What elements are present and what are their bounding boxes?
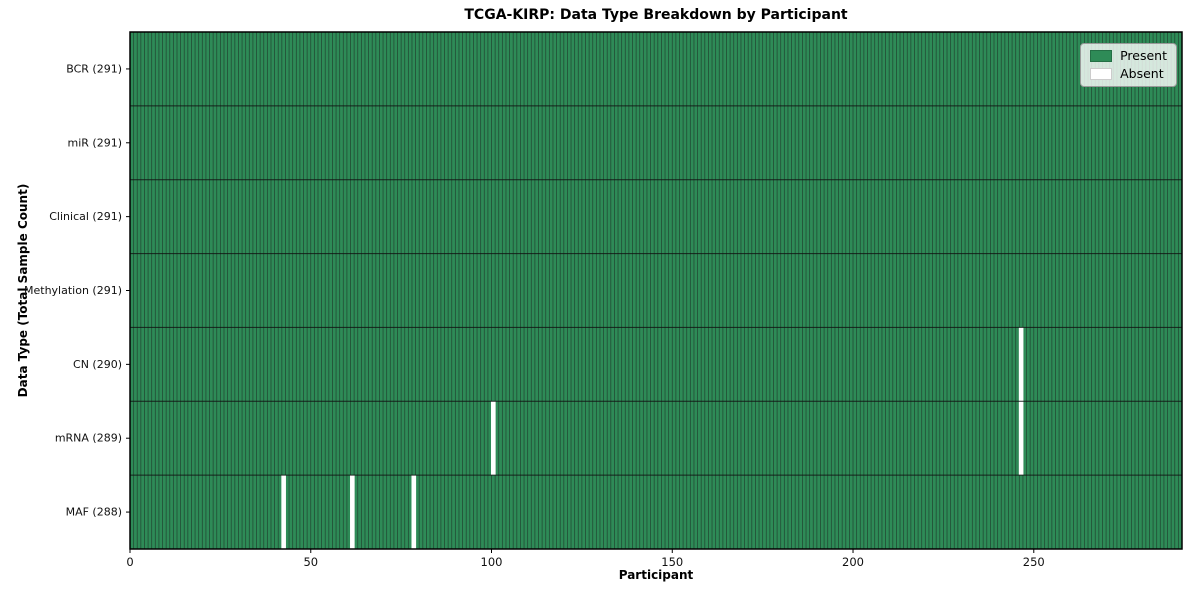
legend-item-absent: Absent [1090,65,1167,81]
y-tick-label: miR (291) [68,136,123,149]
x-tick-label: 100 [481,555,503,569]
chart-title: TCGA-KIRP: Data Type Breakdown by Partic… [464,7,848,23]
absent-marker [350,475,355,549]
absent-marker [411,475,417,549]
y-tick-label: CN (290) [73,358,122,371]
absent-marker [1018,327,1024,402]
x-tick-label: 0 [126,555,133,569]
absent-marker [491,401,496,476]
y-tick-label: Methylation (291) [24,284,122,297]
absent-swatch-icon [1090,67,1113,80]
legend: Present Absent [1080,43,1177,87]
y-tick-label: BCR (291) [66,62,122,75]
legend-item-present: Present [1090,48,1167,63]
y-tick-label: Clinical (291) [49,210,122,223]
absent-marker [281,475,286,549]
x-tick-label: 200 [842,555,864,569]
present-swatch-icon [1090,50,1113,63]
y-tick-label: MAF (288) [66,506,122,519]
heatmap-present-cells [130,32,1182,549]
y-tick-label: mRNA (289) [55,432,122,445]
x-axis-label: Participant [618,568,694,582]
legend-label-absent: Absent [1120,65,1164,81]
legend-label-present: Present [1120,48,1167,63]
x-tick-label: 250 [1023,555,1045,569]
x-tick-label: 50 [303,555,318,569]
x-tick-label: 150 [661,555,683,569]
absent-marker [1018,401,1024,476]
